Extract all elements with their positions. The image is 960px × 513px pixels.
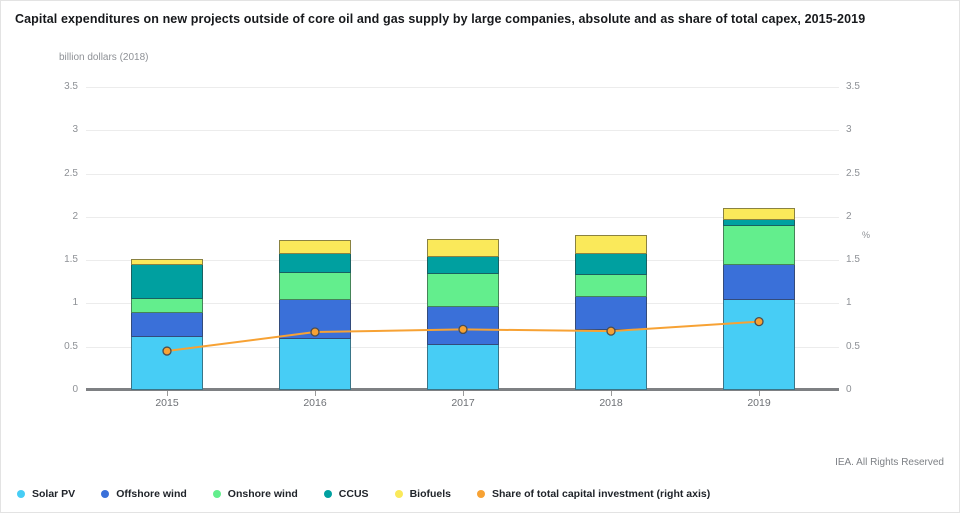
bar-segment[interactable]: [723, 263, 795, 301]
bar-segment[interactable]: [131, 259, 203, 265]
gridline: [86, 130, 839, 132]
bar-segment[interactable]: [723, 299, 795, 390]
left-axis-tick-label: 2: [72, 210, 78, 222]
bar-segment[interactable]: [279, 338, 351, 390]
left-axis-tick-label: 0.5: [64, 340, 78, 352]
right-axis-tick-label: 2: [846, 210, 852, 222]
legend-dot-icon: [323, 490, 332, 498]
legend-item-label: CCUS: [338, 488, 369, 500]
left-axis-tick-label: 3: [72, 124, 78, 136]
bar-segment[interactable]: [575, 235, 647, 255]
x-axis-category-label: 2016: [303, 397, 327, 409]
right-axis-tick-label: 3.5: [846, 81, 860, 92]
legend-item[interactable]: Biofuels: [394, 488, 451, 500]
left-axis-tick-label: 1: [72, 297, 78, 309]
legend-dot-icon: [476, 490, 485, 498]
legend-dot-icon: [17, 490, 25, 498]
legend-item-label: Onshore wind: [227, 488, 298, 500]
right-axis-tick-label: 3: [846, 124, 852, 136]
right-axis-tick-label: 2.5: [846, 167, 860, 179]
legend-item-label: Solar PV: [32, 488, 76, 500]
legend-item[interactable]: Share of total capital investment (right…: [476, 488, 711, 500]
bar-segment[interactable]: [131, 336, 203, 390]
left-axis-tick-label: 0: [72, 384, 78, 395]
plot-area: [86, 87, 839, 391]
copyright-text: IEA. All Rights Reserved: [835, 457, 944, 468]
bar-segment[interactable]: [723, 208, 795, 220]
bar-segment[interactable]: [575, 329, 647, 390]
right-axis-tick-label: 1.5: [846, 254, 860, 266]
legend-item[interactable]: Offshore wind: [101, 488, 187, 500]
bar-segment[interactable]: [723, 224, 795, 265]
legend-item[interactable]: Onshore wind: [212, 488, 298, 500]
chart-title: Capital expenditures on new projects out…: [15, 12, 866, 26]
left-axis-unit-label: billion dollars (2018): [59, 52, 149, 63]
x-axis-category-label: 2018: [599, 397, 623, 409]
x-axis-tick-mark: [167, 391, 168, 396]
right-axis-tick-label: 1: [846, 297, 852, 309]
x-axis-tick-mark: [463, 391, 464, 396]
legend-item-label: Biofuels: [409, 488, 451, 500]
bar-segment[interactable]: [279, 240, 351, 255]
legend-dot-icon: [101, 490, 110, 498]
legend-dot-icon: [394, 490, 403, 498]
bar-segment[interactable]: [131, 263, 203, 300]
right-axis-tick-label: 0.5: [846, 340, 860, 352]
line-data-point[interactable]: [606, 326, 616, 336]
x-axis-tick-mark: [611, 391, 612, 396]
line-data-point[interactable]: [310, 327, 320, 337]
x-axis-category-label: 2015: [155, 397, 179, 409]
gridline: [86, 173, 839, 175]
gridline: [86, 87, 839, 88]
line-data-point[interactable]: [162, 346, 172, 356]
left-axis-tick-label: 1.5: [64, 254, 78, 266]
legend-item-label: Share of total capital investment (right…: [491, 488, 711, 500]
right-axis-tick-label: 0: [846, 384, 852, 395]
chart-legend: Solar PV Offshore wind Onshore wind CCUS Bio…: [17, 488, 949, 500]
left-axis-tick-label: 2.5: [64, 167, 78, 179]
legend-item-label: Offshore wind: [116, 488, 187, 500]
x-axis-category-label: 2017: [451, 397, 475, 409]
line-series-layer: [162, 316, 764, 356]
legend-dot-icon: [212, 490, 221, 498]
legend-item[interactable]: CCUS: [323, 488, 369, 500]
right-axis-unit-label: %: [862, 230, 871, 240]
x-axis-tick-mark: [759, 391, 760, 396]
line-data-point[interactable]: [754, 316, 764, 327]
line-data-point[interactable]: [458, 324, 468, 335]
gridline: [86, 216, 839, 218]
x-axis-category-label: 2019: [747, 397, 771, 409]
x-axis-tick-mark: [315, 391, 316, 396]
bar-segment[interactable]: [427, 238, 499, 257]
legend-item[interactable]: Solar PV: [17, 488, 75, 500]
left-axis-tick-label: 3.5: [64, 81, 78, 92]
